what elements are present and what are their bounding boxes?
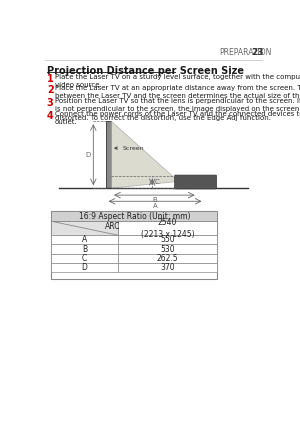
Text: Screen: Screen [115,146,144,151]
Text: B: B [82,245,87,253]
Bar [52,221,118,235]
Bar [52,263,118,272]
Bar [106,121,111,188]
FancyBboxPatch shape [175,175,217,189]
Text: Place the Laser TV at an appropriate distance away from the screen. The distance: Place the Laser TV at an appropriate dis… [55,85,300,99]
Text: ARC: ARC [105,222,121,231]
Text: B: B [152,197,157,203]
Text: D: D [82,263,88,272]
Bar [52,211,217,221]
Text: 262.5: 262.5 [157,254,178,263]
Text: C: C [82,254,87,263]
Bar [118,263,217,272]
Bar [52,253,118,263]
Bar [118,235,217,245]
Text: Position the Laser TV so that the lens is perpendicular to the screen. If the le: Position the Laser TV so that the lens i… [55,98,300,121]
Text: 2540
(2213 x 1245): 2540 (2213 x 1245) [141,218,194,239]
Bar [52,245,118,253]
Text: D: D [86,152,91,158]
Text: A: A [153,203,158,209]
Bar [118,245,217,253]
Text: 16:9 Aspect Ratio (Unit: mm): 16:9 Aspect Ratio (Unit: mm) [79,212,190,221]
Text: 530: 530 [160,245,175,253]
Bar [52,235,118,245]
Text: PREPARATION: PREPARATION [220,48,272,57]
Polygon shape [111,121,178,188]
Text: 1: 1 [47,74,53,84]
Text: 370: 370 [160,263,175,272]
Text: 2: 2 [47,85,53,95]
Bar [52,211,217,279]
Text: Projection Distance per Screen Size: Projection Distance per Screen Size [47,66,244,76]
Text: A: A [82,235,87,244]
Bar [118,221,217,235]
Text: 4: 4 [47,111,53,121]
Text: C: C [154,179,159,185]
Text: Place the Laser TV on a sturdy level surface, together with the computer or audi: Place the Laser TV on a sturdy level sur… [55,74,300,89]
Bar [118,253,217,263]
Text: 23: 23 [251,48,264,57]
Text: 550: 550 [160,235,175,244]
Text: 3: 3 [47,98,53,108]
Text: Connect the power cords of the Laser TV and the connected devices to the wall
ou: Connect the power cords of the Laser TV … [55,111,300,125]
